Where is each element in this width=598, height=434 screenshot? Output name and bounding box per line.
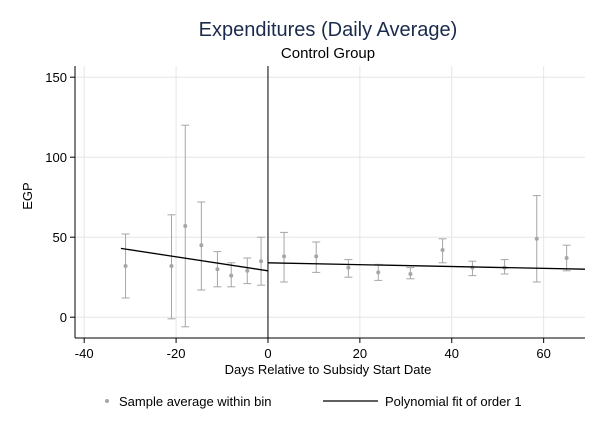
x-tick-label: 20 — [353, 346, 367, 361]
data-point — [229, 273, 234, 278]
data-point — [346, 265, 351, 270]
data-point — [123, 264, 128, 268]
x-tick-label: -20 — [167, 346, 186, 361]
data-point — [183, 224, 188, 228]
data-point — [534, 236, 539, 241]
legend-point-marker — [105, 399, 109, 403]
gridlines — [75, 66, 585, 338]
legend-label-polynomial-fit: Polynomial fit of order 1 — [385, 394, 522, 409]
data-point — [169, 264, 174, 268]
chart-title: Expenditures (Daily Average) — [199, 19, 458, 41]
data-point — [314, 254, 319, 259]
x-tick-label: -40 — [75, 346, 94, 361]
fit-line-segment — [120, 247, 269, 272]
y-tick-label: 50 — [53, 230, 67, 245]
y-tick-label: 150 — [45, 70, 67, 85]
y-axis: 0 50 100 150 — [45, 66, 76, 338]
x-axis-label: Days Relative to Subsidy Start Date — [225, 362, 432, 377]
data-point — [440, 248, 445, 252]
legend-label-sample-average: Sample average within bin — [119, 394, 271, 409]
data-point — [376, 270, 381, 275]
chart-subtitle: Control Group — [281, 45, 375, 62]
y-tick-label: 100 — [45, 150, 67, 165]
x-tick-label: 60 — [536, 346, 550, 361]
data-point — [199, 243, 204, 248]
data-point — [245, 268, 250, 273]
data-point — [259, 259, 264, 264]
data-point — [282, 254, 287, 259]
y-axis-label: EGP — [20, 182, 35, 209]
y-tick-label: 0 — [60, 310, 67, 325]
data-point — [564, 256, 569, 260]
legend: Sample average within bin Polynomial fit… — [105, 394, 522, 409]
data-point — [215, 267, 220, 272]
fit-line-segment — [267, 262, 586, 270]
x-tick-label: 0 — [264, 346, 271, 361]
fit-lines — [120, 247, 586, 272]
x-tick-label: 40 — [445, 346, 459, 361]
x-axis: -40 -20 0 20 40 60 — [75, 337, 585, 361]
data-point — [408, 272, 413, 276]
